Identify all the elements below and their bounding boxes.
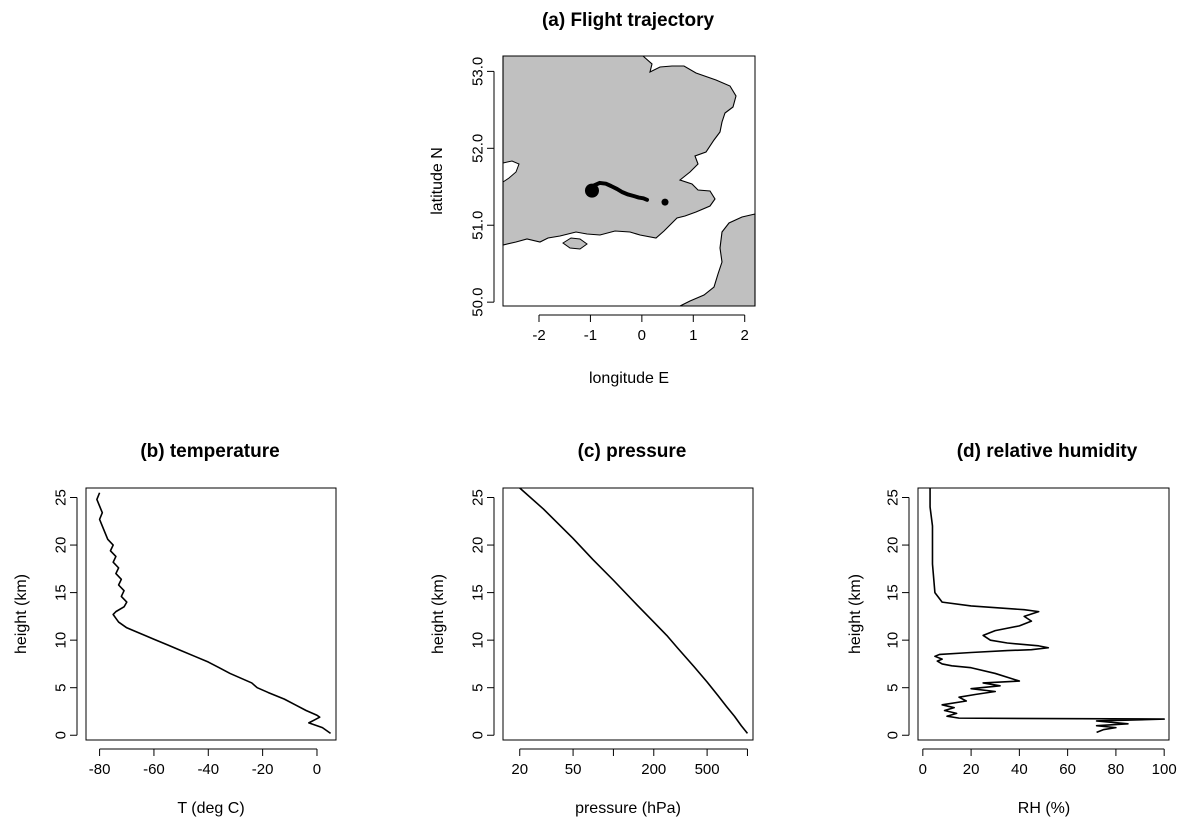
humidity-profile	[929, 488, 1165, 734]
trajectory-line	[588, 180, 649, 202]
panel-d-frame	[917, 487, 1170, 741]
x-tick-label: 20	[963, 761, 980, 778]
panel-b-y-ticks: 0 5 10 15 20 25	[53, 489, 78, 739]
land-great-britain	[502, 55, 737, 246]
panel-a-x-ticks: -2 -1 0 1 2	[532, 314, 749, 344]
panel-c-title: (c) pressure	[578, 441, 687, 462]
x-tick-label: -80	[89, 761, 111, 778]
panel-d-y-ticks: 0 5 10 15 20 25	[885, 489, 910, 739]
x-tick-label: 60	[1059, 761, 1076, 778]
y-tick-label: 20	[470, 537, 487, 554]
x-tick-label: 1	[689, 327, 697, 344]
panel-d-title: (d) relative humidity	[957, 441, 1138, 462]
panel-c: (c) pressure 20 50 200 500 0 5 10 15 20 25 press…	[430, 441, 754, 817]
panel-d-x-ticks: 0 20 40 60 80 100	[919, 748, 1177, 778]
panel-d: (d) relative humidity 0 20 40 60 80 100 0 5 10 1…	[847, 441, 1177, 817]
y-tick-label: 15	[885, 584, 902, 601]
x-tick-label: 50	[565, 761, 582, 778]
x-tick-label: 20	[511, 761, 528, 778]
x-tick-label: -60	[143, 761, 165, 778]
x-tick-label: 100	[1152, 761, 1177, 778]
panel-a-xlabel: longitude E	[589, 370, 669, 387]
x-tick-label: 200	[641, 761, 666, 778]
land-france	[679, 213, 756, 307]
x-tick-label: -1	[584, 327, 597, 344]
y-tick-label: 25	[470, 489, 487, 506]
panel-d-ylabel: height (km)	[847, 574, 864, 654]
panel-c-frame	[502, 487, 754, 741]
panel-a-y-ticks: 50.0 51.0 52.0 53.0	[470, 57, 495, 317]
x-tick-label: 40	[1011, 761, 1028, 778]
panel-a-ylabel: latitude N	[429, 147, 446, 215]
panel-c-ylabel: height (km)	[430, 574, 447, 654]
series-line-b	[96, 492, 332, 734]
x-tick-label: 0	[313, 761, 321, 778]
x-tick-label: -20	[252, 761, 274, 778]
x-tick-label: 500	[695, 761, 720, 778]
pressure-profile	[519, 487, 749, 734]
y-tick-label: 53.0	[470, 57, 487, 86]
y-tick-label: 10	[470, 632, 487, 649]
y-tick-label: 5	[470, 684, 487, 692]
x-tick-label: -40	[197, 761, 219, 778]
y-tick-label: 5	[885, 684, 902, 692]
panel-a-title: (a) Flight trajectory	[542, 10, 715, 31]
panel-b-title: (b) temperature	[140, 441, 279, 462]
y-tick-label: 15	[470, 584, 487, 601]
panel-c-y-ticks: 0 5 10 15 20 25	[470, 489, 495, 739]
panel-b-x-ticks: -80 -60 -40 -20 0	[89, 748, 321, 778]
panel-b-ylabel: height (km)	[13, 574, 30, 654]
y-tick-label: 0	[470, 731, 487, 739]
panel-d-xlabel: RH (%)	[1018, 800, 1070, 817]
y-tick-label: 25	[53, 489, 70, 506]
map-land	[502, 55, 756, 307]
panel-c-x-ticks: 20 50 200 500	[511, 748, 748, 778]
landing-point	[661, 198, 669, 206]
y-tick-label: 51.0	[470, 211, 487, 240]
series-line-d	[929, 488, 1165, 734]
y-tick-label: 0	[53, 731, 70, 739]
panel-b: (b) temperature -80 -60 -40 -20 0 0 5 10 15 20 25…	[13, 441, 337, 817]
panel-b-frame	[85, 487, 337, 741]
x-tick-label: 0	[638, 327, 646, 344]
x-tick-label: -2	[532, 327, 545, 344]
temperature-profile	[96, 492, 332, 734]
y-tick-label: 20	[885, 537, 902, 554]
y-tick-label: 20	[53, 537, 70, 554]
panel-a-frame	[502, 55, 756, 307]
y-tick-label: 10	[885, 632, 902, 649]
y-tick-label: 25	[885, 489, 902, 506]
trajectory-marks	[584, 180, 669, 206]
y-tick-label: 15	[53, 584, 70, 601]
y-tick-label: 0	[885, 731, 902, 739]
x-tick-label: 2	[741, 327, 749, 344]
x-tick-label: 80	[1108, 761, 1125, 778]
y-tick-label: 10	[53, 632, 70, 649]
land-isle-of-wight	[562, 237, 588, 250]
y-tick-label: 5	[53, 684, 70, 692]
x-tick-label: 0	[919, 761, 927, 778]
panel-b-xlabel: T (deg C)	[177, 800, 244, 817]
y-tick-label: 50.0	[470, 288, 487, 317]
y-tick-label: 52.0	[470, 134, 487, 163]
series-line-c	[519, 487, 749, 734]
launch-point	[584, 183, 599, 198]
panel-c-xlabel: pressure (hPa)	[575, 800, 681, 817]
panel-a: (a) Flight trajectory -2 -1 0 1 2 50.0 51.0 52…	[429, 10, 756, 387]
